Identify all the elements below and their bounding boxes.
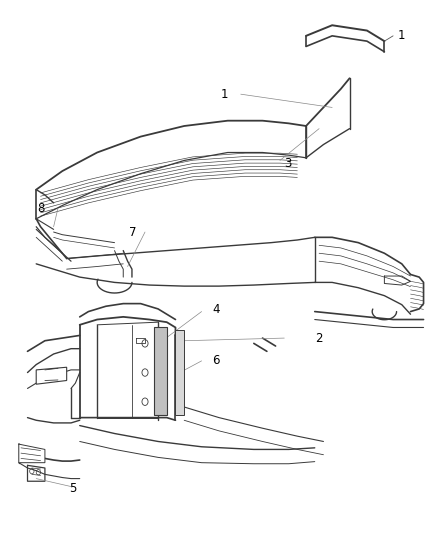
Polygon shape bbox=[176, 330, 184, 415]
Text: 5: 5 bbox=[69, 482, 76, 495]
Polygon shape bbox=[154, 327, 167, 415]
Text: 6: 6 bbox=[212, 354, 220, 367]
Polygon shape bbox=[36, 367, 67, 384]
Text: 7: 7 bbox=[129, 225, 136, 239]
Text: 1: 1 bbox=[397, 29, 405, 42]
Text: 4: 4 bbox=[212, 303, 220, 317]
Text: 1: 1 bbox=[220, 87, 228, 101]
Text: 8: 8 bbox=[38, 201, 45, 215]
Text: 3: 3 bbox=[284, 157, 292, 169]
Polygon shape bbox=[19, 444, 45, 463]
Text: 2: 2 bbox=[315, 332, 322, 344]
